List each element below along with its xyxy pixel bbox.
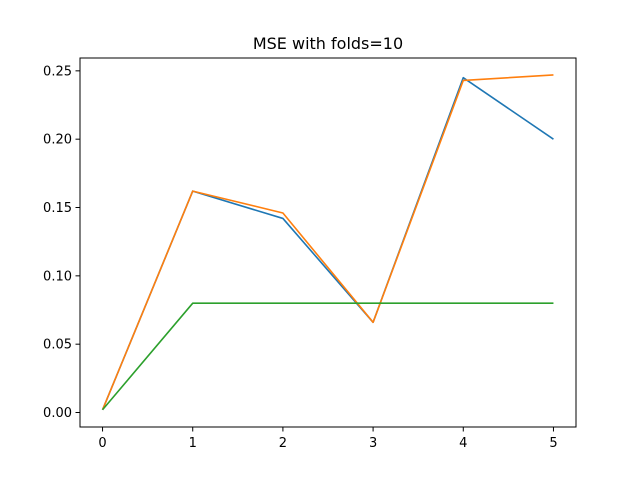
y-tick-label: 0.05 <box>43 338 72 353</box>
series-line-2 <box>101 74 554 411</box>
y-tick-label: 0.25 <box>43 64 72 79</box>
x-tick-label: 1 <box>189 436 197 451</box>
x-tick-label: 5 <box>549 436 557 451</box>
y-tick-label: 0.00 <box>43 406 72 421</box>
x-tick-label: 2 <box>279 436 287 451</box>
y-tick-label: 0.10 <box>43 269 72 284</box>
chart-title: MSE with folds=10 <box>253 34 403 53</box>
series-layer <box>101 74 554 411</box>
x-tick-label: 0 <box>98 436 106 451</box>
y-axis-ticks: 0.00 0.05 0.10 0.15 0.20 0.25 <box>43 64 80 421</box>
series-line-3 <box>101 302 554 411</box>
y-tick-label: 0.15 <box>43 201 72 216</box>
x-axis-ticks: 0 1 2 3 4 5 <box>98 427 558 451</box>
x-tick-label: 3 <box>369 436 377 451</box>
axes-frame <box>79 57 577 428</box>
x-tick-label: 4 <box>459 436 467 451</box>
y-tick-label: 0.20 <box>43 133 72 148</box>
